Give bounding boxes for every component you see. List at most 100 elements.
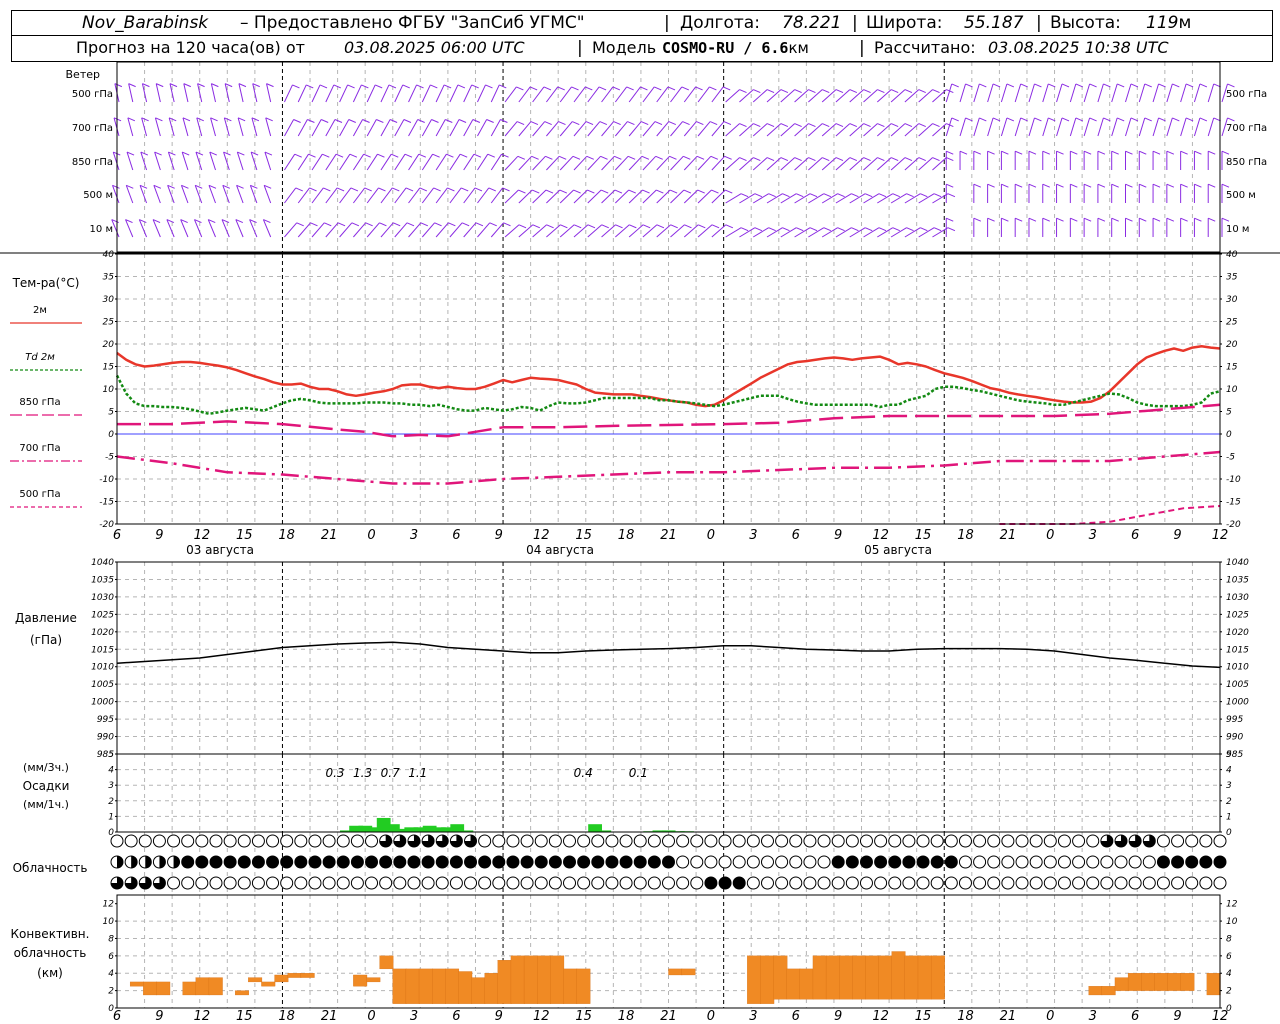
wind-barb-flag bbox=[918, 157, 926, 162]
wind-barb-flag bbox=[1006, 117, 1015, 122]
wind-barb bbox=[587, 189, 602, 204]
convective-bar bbox=[839, 955, 853, 1000]
wind-barb-flag bbox=[572, 121, 580, 126]
cloud-symbol bbox=[746, 876, 760, 890]
wind-barb-flag bbox=[365, 222, 373, 227]
x-tick-label: 12 bbox=[194, 528, 211, 543]
wind-barb-flag bbox=[933, 193, 942, 198]
wind-barb-flag bbox=[1158, 117, 1166, 122]
wind-barb-flag bbox=[196, 117, 204, 122]
wind-barb bbox=[711, 189, 726, 204]
cloud-symbol bbox=[760, 855, 774, 869]
cloud-symbol bbox=[1100, 876, 1114, 890]
wind-barb-flag bbox=[557, 86, 565, 91]
wind-barb-flag bbox=[472, 119, 481, 123]
wind-barb-flag bbox=[973, 150, 982, 155]
wind-barb-flag bbox=[347, 84, 355, 89]
cloud-symbol bbox=[1001, 876, 1015, 890]
wind-barb bbox=[697, 155, 712, 171]
cloud-symbol bbox=[803, 855, 817, 869]
wind-barb bbox=[835, 89, 851, 103]
cloud-symbol bbox=[1072, 855, 1086, 869]
wind-barb bbox=[1125, 83, 1132, 103]
wind-barb bbox=[490, 222, 504, 238]
wind-barb-flag bbox=[406, 222, 415, 227]
convective-bar bbox=[1206, 973, 1221, 996]
cloud-symbol bbox=[662, 834, 675, 848]
x-tick-label-bottom: 0 bbox=[707, 1009, 715, 1024]
wind-barb-flag bbox=[403, 119, 412, 123]
cloud-symbol bbox=[336, 834, 350, 848]
wind-barb bbox=[711, 155, 726, 171]
wind-barb-flag bbox=[197, 83, 205, 88]
wind-barb-flag bbox=[393, 222, 401, 227]
wind-barb-flag bbox=[946, 157, 954, 162]
pressure-series bbox=[116, 641, 1221, 669]
cloud-symbol-fill bbox=[422, 835, 435, 847]
wind-barb-flag bbox=[324, 222, 332, 227]
wind-barb-flag bbox=[210, 117, 218, 122]
x-tick-label-bottom: 12 bbox=[533, 1009, 550, 1024]
y-tick-label-right: 35 bbox=[1226, 273, 1238, 283]
wind-barb-flag bbox=[1042, 150, 1050, 155]
cloud-symbol bbox=[435, 876, 449, 890]
wind-barb bbox=[490, 153, 502, 171]
wind-barb bbox=[573, 86, 586, 103]
labels-layer: Ветер 500 гПа 500 гПа 700 гПа 700 гПа 850 гПа… bbox=[10, 68, 1267, 1024]
wind-barb bbox=[711, 86, 724, 103]
wind-level-label-left: 850 гПа bbox=[72, 157, 113, 168]
wind-barb bbox=[1056, 83, 1063, 103]
wind-barb-flag bbox=[154, 151, 162, 156]
cloud-symbol bbox=[676, 834, 690, 848]
cloud-symbol bbox=[973, 876, 987, 890]
wind-barb bbox=[739, 227, 756, 238]
wind-barb bbox=[849, 157, 864, 171]
wind-barb-flag bbox=[656, 224, 665, 229]
x-tick-label: 6 bbox=[792, 528, 800, 543]
wind-barb bbox=[353, 222, 367, 238]
wind-barb bbox=[195, 151, 203, 171]
x-tick-label: 9 bbox=[155, 528, 163, 543]
wind-barb-flag bbox=[780, 157, 789, 162]
wind-barb bbox=[490, 119, 501, 137]
wind-barb bbox=[235, 219, 244, 238]
x-tick-label-bottom: 3 bbox=[1089, 1009, 1097, 1024]
wind-barb bbox=[725, 227, 742, 238]
wind-barb bbox=[167, 151, 175, 171]
wind-barb-flag bbox=[918, 89, 926, 94]
wind-barb bbox=[683, 189, 699, 204]
cloud-symbol bbox=[336, 876, 350, 890]
cloud-symbol bbox=[746, 855, 760, 869]
precip-bar bbox=[597, 830, 612, 832]
wind-barb bbox=[559, 155, 574, 171]
wind-barb bbox=[945, 83, 953, 103]
cloud-symbol bbox=[817, 876, 831, 890]
cloud-symbol bbox=[1128, 855, 1142, 869]
wind-barb-flag bbox=[667, 86, 676, 91]
wind-barb-flag bbox=[1056, 150, 1064, 155]
wind-barb bbox=[154, 151, 161, 171]
wind-barb bbox=[573, 121, 587, 137]
wind-barb-flag bbox=[1144, 117, 1152, 122]
wind-barb bbox=[1138, 117, 1146, 137]
wind-barb-flag bbox=[740, 227, 749, 232]
wind-barb bbox=[904, 193, 921, 204]
cloud-symbol bbox=[322, 834, 336, 848]
wind-barb bbox=[546, 224, 561, 238]
wind-barb bbox=[169, 83, 175, 103]
wind-barb-flag bbox=[863, 123, 871, 128]
wind-barb-flag bbox=[1194, 150, 1202, 155]
convective-bar bbox=[235, 990, 249, 996]
wind-barb-flag bbox=[1111, 183, 1119, 188]
cloud-symbol bbox=[1029, 876, 1043, 890]
wind-barb-flag bbox=[1144, 83, 1152, 88]
wind-barb bbox=[490, 187, 503, 204]
wind-barb bbox=[394, 187, 407, 204]
cloud-symbol bbox=[1171, 876, 1185, 890]
x-tick-label: 0 bbox=[707, 528, 715, 543]
wind-barb bbox=[125, 219, 134, 238]
wind-barb bbox=[725, 89, 740, 103]
cloud-symbol bbox=[336, 855, 350, 869]
wind-barb-flag bbox=[364, 187, 372, 192]
